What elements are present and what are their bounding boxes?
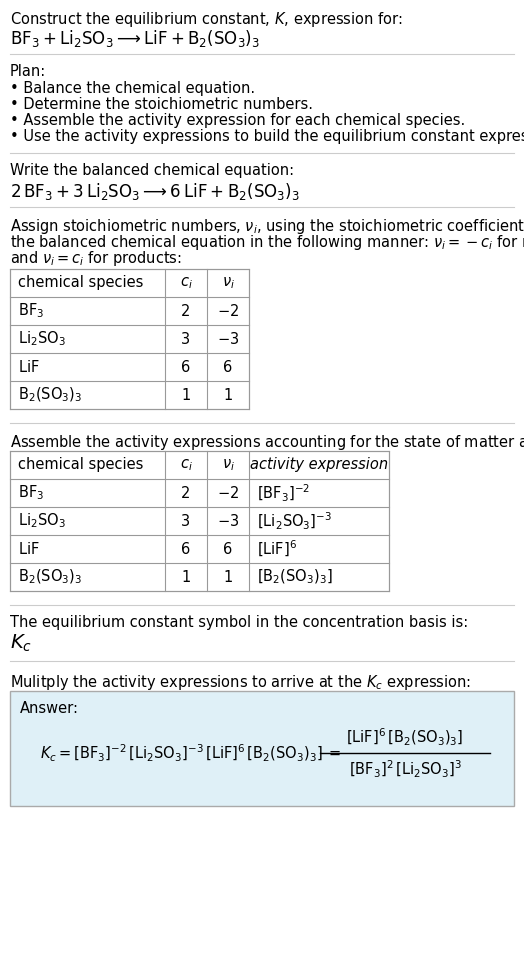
Text: Plan:: Plan: [10, 64, 46, 79]
Text: $c_i$: $c_i$ [180, 457, 192, 473]
Text: $c_i$: $c_i$ [180, 275, 192, 291]
Text: $-2$: $-2$ [217, 485, 239, 501]
Text: Assemble the activity expressions accounting for the state of matter and $\nu_i$: Assemble the activity expressions accoun… [10, 433, 524, 452]
Text: $[\mathrm{LiF}]^{6}$: $[\mathrm{LiF}]^{6}$ [257, 539, 297, 559]
Text: and $\nu_i = c_i$ for products:: and $\nu_i = c_i$ for products: [10, 249, 182, 268]
Text: 3: 3 [181, 332, 191, 346]
Text: $\mathrm{B_2(SO_3)_3}$: $\mathrm{B_2(SO_3)_3}$ [18, 568, 82, 586]
Text: the balanced chemical equation in the following manner: $\nu_i = -c_i$ for react: the balanced chemical equation in the fo… [10, 233, 524, 252]
Text: $\mathrm{BF_3}$: $\mathrm{BF_3}$ [18, 483, 44, 503]
Text: 6: 6 [181, 542, 191, 556]
Text: chemical species: chemical species [18, 457, 144, 473]
Text: activity expression: activity expression [250, 457, 388, 473]
Text: • Determine the stoichiometric numbers.: • Determine the stoichiometric numbers. [10, 97, 313, 112]
Text: Mulitply the activity expressions to arrive at the $K_c$ expression:: Mulitply the activity expressions to arr… [10, 673, 471, 692]
Text: Write the balanced chemical equation:: Write the balanced chemical equation: [10, 163, 294, 178]
Text: 1: 1 [181, 387, 191, 403]
Text: $\mathrm{LiF}$: $\mathrm{LiF}$ [18, 359, 40, 375]
Text: 6: 6 [223, 542, 233, 556]
Text: $K_c = [\mathrm{BF_3}]^{-2}\,[\mathrm{Li_2SO_3}]^{-3}\,[\mathrm{LiF}]^{6}\,[\mat: $K_c = [\mathrm{BF_3}]^{-2}\,[\mathrm{Li… [40, 742, 341, 763]
Text: Assign stoichiometric numbers, $\nu_i$, using the stoichiometric coefficients, $: Assign stoichiometric numbers, $\nu_i$, … [10, 217, 524, 236]
Text: $\mathrm{2\,BF_3 + 3\,Li_2SO_3 \longrightarrow 6\,LiF + B_2(SO_3)_3}$: $\mathrm{2\,BF_3 + 3\,Li_2SO_3 \longrigh… [10, 181, 300, 202]
Text: 6: 6 [181, 360, 191, 375]
Text: $\nu_i$: $\nu_i$ [222, 457, 234, 473]
Text: $\mathrm{Li_2SO_3}$: $\mathrm{Li_2SO_3}$ [18, 330, 66, 348]
Text: Answer:: Answer: [20, 701, 79, 716]
Text: $-3$: $-3$ [217, 331, 239, 347]
Text: $[\mathrm{BF_3}]^{-2}$: $[\mathrm{BF_3}]^{-2}$ [257, 482, 310, 503]
Text: $\mathrm{Li_2SO_3}$: $\mathrm{Li_2SO_3}$ [18, 512, 66, 530]
Bar [10, 451, 389, 591]
Text: $[\mathrm{BF_3}]^2\,[\mathrm{Li_2SO_3}]^3$: $[\mathrm{BF_3}]^2\,[\mathrm{Li_2SO_3}]^… [348, 759, 462, 780]
Text: The equilibrium constant symbol in the concentration basis is:: The equilibrium constant symbol in the c… [10, 615, 468, 630]
Text: $\mathrm{BF_3 + Li_2SO_3 \longrightarrow LiF + B_2(SO_3)_3}$: $\mathrm{BF_3 + Li_2SO_3 \longrightarrow… [10, 28, 260, 49]
FancyBboxPatch shape [10, 691, 514, 806]
Text: chemical species: chemical species [18, 275, 144, 291]
Text: $\nu_i$: $\nu_i$ [222, 275, 234, 291]
Text: $[\mathrm{B_2(SO_3)_3}]$: $[\mathrm{B_2(SO_3)_3}]$ [257, 568, 333, 586]
Text: $\mathrm{BF_3}$: $\mathrm{BF_3}$ [18, 302, 44, 320]
Text: $-2$: $-2$ [217, 303, 239, 319]
Text: 2: 2 [181, 485, 191, 501]
Text: 2: 2 [181, 303, 191, 318]
Text: 1: 1 [223, 387, 233, 403]
Text: 3: 3 [181, 513, 191, 528]
Text: 1: 1 [223, 570, 233, 584]
Bar [10, 269, 249, 409]
Text: $\mathrm{LiF}$: $\mathrm{LiF}$ [18, 541, 40, 557]
Text: 1: 1 [181, 570, 191, 584]
Text: $-3$: $-3$ [217, 513, 239, 529]
Text: • Balance the chemical equation.: • Balance the chemical equation. [10, 81, 255, 96]
Text: $[\mathrm{LiF}]^6\,[\mathrm{B_2(SO_3)_3}]$: $[\mathrm{LiF}]^6\,[\mathrm{B_2(SO_3)_3}… [346, 727, 464, 748]
Text: $\mathrm{B_2(SO_3)_3}$: $\mathrm{B_2(SO_3)_3}$ [18, 386, 82, 404]
Text: $[\mathrm{Li_2SO_3}]^{-3}$: $[\mathrm{Li_2SO_3}]^{-3}$ [257, 510, 332, 531]
Text: • Use the activity expressions to build the equilibrium constant expression.: • Use the activity expressions to build … [10, 129, 524, 144]
Text: 6: 6 [223, 360, 233, 375]
Text: $K_c$: $K_c$ [10, 633, 32, 654]
Text: • Assemble the activity expression for each chemical species.: • Assemble the activity expression for e… [10, 113, 465, 128]
Text: Construct the equilibrium constant, $K$, expression for:: Construct the equilibrium constant, $K$,… [10, 10, 402, 29]
